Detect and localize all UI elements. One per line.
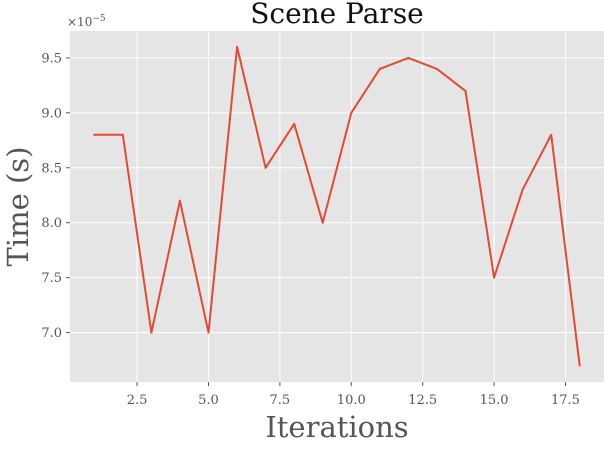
data-point <box>464 89 467 92</box>
y-tick-label: 7.5 <box>41 271 62 286</box>
x-tick-label: 7.5 <box>270 393 291 408</box>
data-point <box>236 45 239 48</box>
y-axis-scale-base: ×10 <box>67 15 92 29</box>
data-point <box>578 364 581 367</box>
x-tick-label: 15.0 <box>480 393 509 408</box>
data-point <box>407 56 410 59</box>
y-tick-label: 9.0 <box>41 106 62 121</box>
data-point <box>321 221 324 224</box>
y-tick-label: 8.5 <box>41 161 62 176</box>
plot-area <box>70 31 604 382</box>
chart-title: Scene Parse <box>250 0 424 30</box>
data-point <box>150 331 153 334</box>
x-tick-label: 12.5 <box>408 393 437 408</box>
data-point <box>178 199 181 202</box>
data-point <box>293 122 296 125</box>
y-tick-label: 9.5 <box>41 51 62 66</box>
y-tick-label: 7.0 <box>41 326 62 341</box>
data-point <box>550 133 553 136</box>
y-axis-label: Time (s) <box>1 146 35 266</box>
data-point <box>493 276 496 279</box>
data-point <box>435 67 438 70</box>
y-axis-scale-offset: ×10−5 <box>67 14 106 29</box>
x-axis-label: Iterations <box>265 410 408 444</box>
data-point <box>207 331 210 334</box>
data-point <box>521 188 524 191</box>
series-line <box>94 45 581 366</box>
data-point <box>93 133 96 136</box>
data-point <box>264 166 267 169</box>
x-tick-label: 10.0 <box>337 393 366 408</box>
data-point <box>121 133 124 136</box>
y-axis-scale-exponent: −5 <box>92 14 106 24</box>
tick-labels: 2.5 5.0 7.5 10.0 12.5 15.0 17.5 7.0 7.5 8.0 8.5 9.0… <box>41 51 580 408</box>
data-point <box>378 67 381 70</box>
x-tick-label: 5.0 <box>198 393 219 408</box>
x-tick-label: 2.5 <box>127 393 148 408</box>
data-point <box>350 111 353 114</box>
y-tick-label: 8.0 <box>41 216 62 231</box>
x-tick-label: 17.5 <box>551 393 580 408</box>
series-layer <box>93 45 581 367</box>
